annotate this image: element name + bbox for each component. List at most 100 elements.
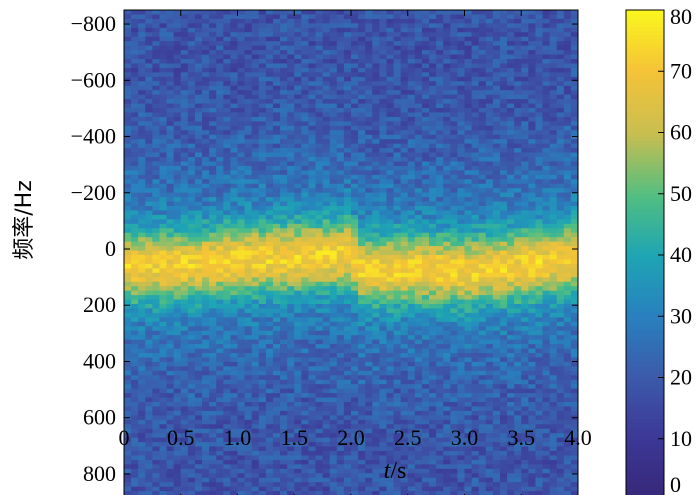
heatmap-cell: [294, 379, 302, 385]
heatmap-cell: [265, 393, 274, 399]
heatmap-cell: [272, 446, 281, 452]
heatmap-cell: [230, 174, 239, 180]
heatmap-cell: [209, 473, 217, 479]
heatmap-cell: [194, 72, 203, 78]
heatmap-cell: [280, 491, 288, 495]
heatmap-cell: [365, 174, 373, 180]
heatmap-cell: [230, 45, 239, 51]
heatmap-cell: [223, 10, 231, 16]
heatmap-cell: [343, 415, 352, 421]
heatmap-cell: [421, 241, 430, 247]
heatmap-cell: [414, 45, 423, 51]
heatmap-cell: [216, 36, 224, 42]
heatmap-cell: [294, 388, 302, 394]
heatmap-cell: [443, 219, 451, 225]
heatmap-cell: [230, 388, 239, 394]
heatmap-cell: [145, 161, 153, 167]
heatmap-cell: [329, 67, 338, 73]
heatmap-cell: [131, 81, 139, 87]
heatmap-cell: [287, 277, 295, 283]
heatmap-cell: [429, 397, 437, 403]
heatmap-cell: [436, 410, 444, 416]
heatmap-cell: [315, 286, 324, 292]
heatmap-cell: [124, 188, 132, 194]
heatmap-cell: [159, 210, 168, 216]
heatmap-cell: [407, 50, 416, 56]
heatmap-cell: [145, 468, 153, 474]
heatmap-cell: [322, 428, 331, 434]
heatmap-cell: [301, 125, 310, 131]
heatmap-cell: [322, 415, 331, 421]
heatmap-cell: [407, 295, 416, 301]
heatmap-cell: [414, 344, 423, 350]
heatmap-cell: [386, 379, 395, 385]
heatmap-cell: [131, 263, 139, 269]
heatmap-cell: [301, 237, 310, 243]
heatmap-cell: [400, 339, 409, 345]
heatmap-cell: [138, 263, 146, 269]
heatmap-cell: [407, 18, 416, 24]
heatmap-cell: [145, 304, 153, 310]
heatmap-cell: [202, 32, 210, 38]
heatmap-cell: [414, 36, 423, 42]
heatmap-cell: [436, 335, 444, 341]
heatmap-cell: [315, 415, 324, 421]
heatmap-cell: [244, 299, 253, 305]
heatmap-cell: [358, 312, 366, 318]
heatmap-cell: [180, 241, 189, 247]
heatmap-cell: [407, 206, 416, 212]
heatmap-cell: [322, 308, 331, 314]
heatmap-cell: [152, 67, 161, 73]
heatmap-cell: [336, 125, 345, 131]
heatmap-cell: [414, 197, 423, 203]
heatmap-cell: [230, 482, 239, 488]
heatmap-cell: [386, 464, 395, 470]
heatmap-cell: [393, 415, 402, 421]
heatmap-cell: [358, 36, 366, 42]
heatmap-cell: [131, 255, 139, 261]
heatmap-cell: [209, 228, 217, 234]
heatmap-cell: [280, 437, 288, 443]
heatmap-cell: [152, 406, 161, 412]
heatmap-cell: [166, 121, 175, 127]
heatmap-cell: [386, 272, 395, 278]
heatmap-cell: [265, 428, 274, 434]
heatmap-cell: [202, 214, 210, 220]
heatmap-cell: [272, 424, 281, 430]
heatmap-cell: [421, 335, 430, 341]
heatmap-cell: [145, 214, 153, 220]
heatmap-cell: [322, 59, 331, 65]
heatmap-cell: [393, 286, 402, 292]
heatmap-cell: [372, 237, 380, 243]
heatmap-cell: [365, 59, 373, 65]
heatmap-cell: [407, 41, 416, 47]
heatmap-cell: [272, 344, 281, 350]
heatmap-cell: [138, 424, 146, 430]
heatmap-cell: [272, 366, 281, 372]
heatmap-cell: [351, 255, 359, 261]
heatmap-cell: [308, 344, 317, 350]
heatmap-cell: [436, 192, 444, 198]
heatmap-cell: [336, 384, 345, 390]
heatmap-cell: [287, 317, 295, 323]
heatmap-cell: [145, 121, 153, 127]
heatmap-cell: [336, 477, 345, 483]
heatmap-cell: [223, 116, 231, 122]
heatmap-cell: [386, 361, 395, 367]
heatmap-cell: [209, 50, 217, 56]
heatmap-cell: [244, 148, 253, 154]
heatmap-cell: [152, 161, 161, 167]
heatmap-cell: [301, 277, 310, 283]
heatmap-cell: [131, 72, 139, 78]
heatmap-cell: [209, 312, 217, 318]
heatmap-cell: [280, 459, 288, 465]
heatmap-cell: [202, 290, 210, 296]
heatmap-cell: [124, 402, 132, 408]
heatmap-cell: [194, 437, 203, 443]
heatmap-cell: [421, 295, 430, 301]
heatmap-cell: [436, 237, 444, 243]
heatmap-cell: [372, 424, 380, 430]
heatmap-cell: [429, 281, 437, 287]
heatmap-cell: [343, 263, 352, 269]
heatmap-cell: [386, 370, 395, 376]
